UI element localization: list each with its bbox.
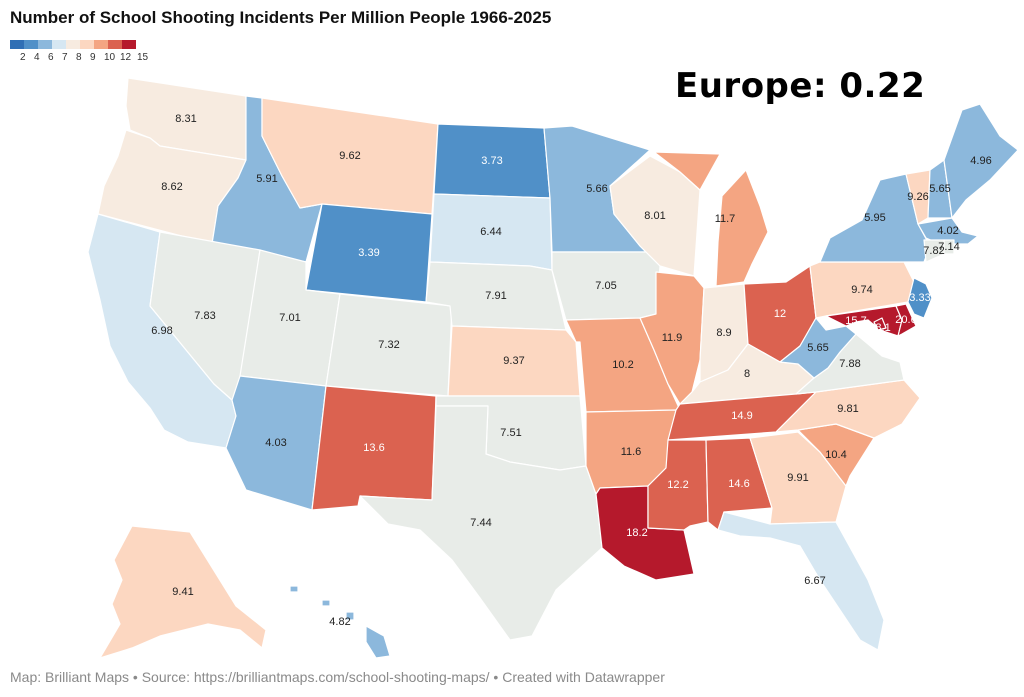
state-value-label: 9.91 [787,472,808,484]
state-value-label: 11.7 [715,213,736,225]
state-value-label: 78.1 [869,322,890,334]
state-value-label: 15.7 [845,315,866,327]
state-value-label: 4.96 [970,155,991,167]
state-value-label: 5.91 [256,173,277,185]
state-value-label: 6.98 [151,325,172,337]
state-value-label: 7.88 [839,358,860,370]
state-tx[interactable] [359,405,603,641]
state-value-label: 13.6 [363,442,384,454]
state-value-label: 8 [744,368,750,380]
legend-label: 7 [62,52,68,63]
legend-swatch [108,40,122,49]
state-value-label: 3.73 [481,155,502,167]
state-value-label: 5.95 [864,212,885,224]
state-value-label: 8.9 [716,327,731,339]
state-value-label: 5.65 [929,183,950,195]
state-value-label: 7.05 [595,280,616,292]
state-value-label: 14.6 [728,478,749,490]
state-mi[interactable] [653,151,769,287]
legend-labels: 2 4 6 7 8 9 10 12 15 [10,52,170,66]
state-value-label: 8.62 [161,181,182,193]
legend-swatch [94,40,108,49]
state-value-label: 10.4 [825,449,846,461]
state-value-label: 18.2 [626,527,647,539]
legend-label: 8 [76,52,82,63]
state-value-label: 14.9 [731,410,752,422]
state-value-label: 12.2 [667,479,688,491]
legend-label: 4 [34,52,40,63]
legend-swatch [80,40,94,49]
state-value-label: 12 [774,308,786,320]
legend-label: 9 [90,52,96,63]
state-value-label: 3.39 [358,247,379,259]
state-ak[interactable] [99,525,267,659]
legend-swatch [24,40,38,49]
state-value-label: 3.33 [909,292,930,304]
state-value-label: 4.02 [937,225,958,237]
state-value-label: 7.01 [279,312,300,324]
state-value-label: 7.51 [500,427,521,439]
state-ks[interactable] [447,325,581,397]
legend-label: 10 [104,52,116,63]
state-value-label: 7.44 [470,517,491,529]
state-value-label: 20.6 [895,314,916,326]
state-value-label: 9.81 [837,403,858,415]
state-value-label: 7.91 [485,290,506,302]
state-value-label: 11.9 [662,332,683,344]
legend-swatch [66,40,80,49]
state-value-label: 9.62 [339,150,360,162]
state-value-label: 9.41 [172,586,193,598]
state-value-label: 4.82 [329,616,350,628]
state-value-label: 11.6 [621,446,642,458]
state-ri[interactable] [943,239,955,255]
state-value-label: 7.32 [378,339,399,351]
europe-callout: Europe: 0.22 [675,66,926,106]
legend-label: 12 [120,52,132,63]
state-value-label: 9.37 [503,355,524,367]
state-fl[interactable] [717,511,885,651]
legend-swatch [122,40,136,49]
state-value-label: 7.82 [923,245,944,257]
state-wv[interactable] [779,317,857,379]
legend-swatch [38,40,52,49]
state-ma[interactable] [917,217,979,245]
state-value-label: 10.2 [612,359,633,371]
legend-color-bar [10,40,170,49]
color-legend: 2 4 6 7 8 9 10 12 15 [10,40,170,66]
state-value-label: 7.14 [938,241,959,253]
state-value-label: 5.65 [807,342,828,354]
state-value-label: 4.03 [265,437,286,449]
legend-swatch [52,40,66,49]
state-wi[interactable] [609,155,701,277]
state-value-label: 9.74 [851,284,872,296]
state-value-label: 9.26 [907,191,928,203]
state-dc[interactable] [873,317,887,331]
legend-label: 15 [137,52,149,63]
state-me[interactable] [943,103,1019,219]
legend-label: 2 [20,52,26,63]
state-value-label: 6.44 [480,226,501,238]
state-value-label: 6.67 [804,575,825,587]
legend-swatch [10,40,24,49]
map-title: Number of School Shooting Incidents Per … [10,8,552,27]
source-credit: Map: Brilliant Maps • Source: https://br… [10,669,665,685]
state-nc[interactable] [775,379,921,439]
state-value-label: 8.31 [175,113,196,125]
state-hi[interactable] [289,585,391,659]
state-de[interactable] [895,303,917,337]
state-value-label: 8.01 [644,210,665,222]
state-value-label: 7.83 [194,310,215,322]
state-value-label: 5.66 [586,183,607,195]
legend-label: 6 [48,52,54,63]
state-nj[interactable] [907,277,933,319]
